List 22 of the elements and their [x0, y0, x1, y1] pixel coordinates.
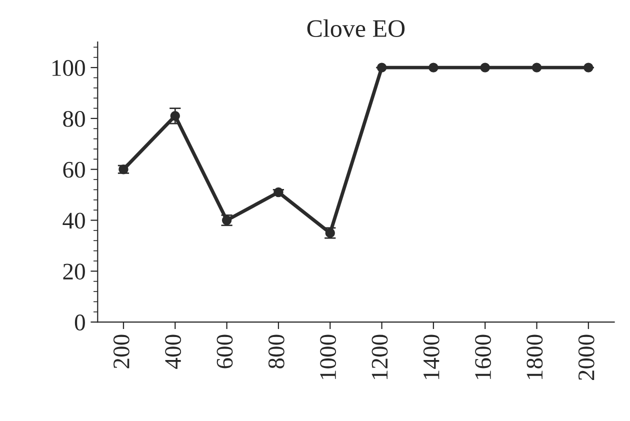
point: [428, 62, 438, 72]
point: [584, 62, 594, 72]
y-tick-label: 40: [62, 212, 85, 229]
x-tick-label: 400: [165, 334, 182, 369]
x-tick-label: 200: [113, 334, 130, 368]
x-tick-label: 800: [268, 334, 284, 368]
x-tick-label: 1800: [526, 334, 543, 380]
x-tick-label: 2000: [578, 334, 594, 380]
point: [532, 62, 542, 72]
y-tick-label: 60: [63, 162, 85, 178]
y-tick-label: 0: [74, 314, 85, 330]
point: [480, 62, 490, 72]
x-tick-label: 1000: [320, 334, 336, 380]
point: [376, 62, 387, 72]
x-tick-label: 1400: [423, 334, 440, 380]
y-tick-label: 80: [63, 110, 85, 127]
y-tick-label: 20: [63, 264, 85, 280]
x-tick-label: 1200: [372, 334, 388, 380]
x-tick-label: 1600: [475, 334, 492, 380]
x-tick-label: 600: [216, 334, 233, 368]
chart-title: Clove EO: [307, 19, 405, 38]
y-tick-label: 100: [52, 60, 85, 76]
